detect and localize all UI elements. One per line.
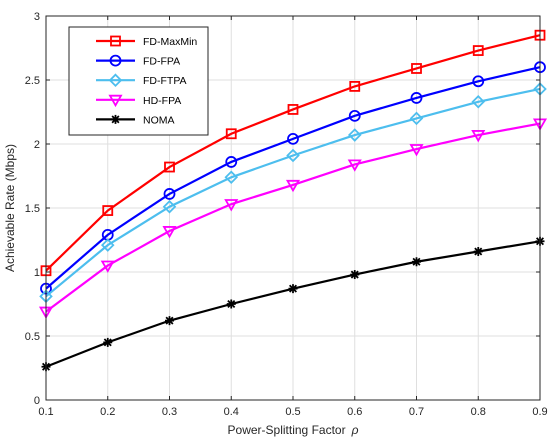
y-tick-label: 0.5	[25, 331, 40, 343]
data-point	[162, 199, 177, 214]
legend-marker	[111, 114, 120, 124]
legend-label: HD-FPA	[143, 95, 181, 107]
asterisk-stroke	[350, 270, 359, 279]
legend-item: FD-FPA	[96, 54, 180, 68]
data-point	[163, 188, 176, 200]
data-point	[103, 337, 113, 347]
data-point	[409, 111, 424, 126]
data-point	[224, 170, 239, 185]
data-point	[349, 81, 361, 92]
x-axis-label: Power-Splitting Factor ρ	[228, 423, 359, 437]
x-axis-label-symbol: ρ	[351, 423, 359, 437]
asterisk-stroke	[474, 247, 483, 256]
data-point	[100, 260, 115, 273]
series-fd-maxmin	[40, 29, 546, 277]
legend-item: FD-MaxMin	[96, 35, 197, 48]
data-point	[100, 238, 115, 252]
x-tick-label: 0.5	[285, 406, 300, 418]
asterisk-stroke	[103, 338, 112, 347]
series-line	[45, 34, 541, 272]
legend-label: FD-FTPA	[143, 75, 187, 87]
x-axis-label-text: Power-Splitting Factor	[228, 423, 346, 437]
y-tick-label: 3	[34, 11, 40, 23]
asterisk-stroke	[111, 115, 120, 124]
data-point	[472, 75, 485, 88]
asterisk-stroke	[227, 299, 236, 309]
legend-box	[68, 26, 209, 136]
data-point	[348, 109, 361, 122]
legend-item: HD-FPA	[96, 94, 181, 108]
data-point	[411, 63, 422, 74]
legend: FD-MaxMin FD-FPA FD-FTPA HD-FPA NOMA	[68, 26, 209, 136]
asterisk-stroke	[165, 316, 174, 325]
data-point	[288, 284, 298, 294]
legend-label: NOMA	[143, 114, 175, 126]
y-tick-label: 0	[34, 395, 40, 407]
data-point	[410, 92, 423, 104]
x-tick-label: 0.1	[38, 406, 53, 418]
data-point	[164, 161, 175, 173]
data-point	[102, 205, 114, 216]
y-tick-label: 2.5	[25, 75, 40, 87]
data-point	[347, 128, 362, 142]
y-tick-label: 1.5	[25, 203, 40, 215]
data-point	[473, 247, 483, 257]
x-tick-label: 0.7	[409, 406, 424, 418]
data-point	[347, 159, 362, 172]
x-tick-label: 0.9	[532, 406, 547, 418]
data-point	[226, 299, 236, 309]
legend-item: FD-FTPA	[96, 73, 187, 87]
y-tick-label: 2	[34, 139, 40, 151]
data-point	[471, 130, 486, 143]
data-point	[225, 156, 238, 168]
series-noma	[41, 236, 545, 372]
data-point	[224, 199, 239, 212]
ticks: 0.1 0.2 0.3 0.4 0.5 0.6 0.7 0.8 0.9 0 0.5 1 1.5 2 2.5 3	[25, 11, 548, 418]
x-tick-label: 0.2	[100, 406, 115, 418]
data-point	[412, 257, 421, 267]
series-line	[45, 122, 541, 313]
x-tick-label: 0.8	[471, 406, 486, 418]
data-point	[287, 104, 299, 115]
data-point	[350, 270, 360, 280]
data-point	[286, 148, 300, 163]
y-tick-label: 1	[34, 267, 40, 279]
asterisk-stroke	[412, 257, 421, 266]
series-fd-ftpa	[39, 82, 547, 304]
data-point	[162, 226, 177, 239]
x-tick-label: 0.6	[347, 406, 362, 418]
asterisk-stroke	[288, 284, 298, 293]
series-layer	[38, 29, 548, 372]
series-line	[45, 87, 541, 298]
data-point	[471, 94, 486, 109]
legend-marker	[110, 35, 121, 47]
legend-label: FD-MaxMin	[143, 36, 197, 48]
x-tick-label: 0.4	[224, 406, 239, 418]
data-point	[225, 128, 237, 140]
data-point	[472, 45, 484, 56]
legend-marker	[109, 54, 122, 67]
x-tick-label: 0.3	[162, 406, 177, 418]
legend-marker	[108, 73, 123, 87]
y-axis-label: Achievable Rate (Mbps)	[3, 144, 17, 272]
data-point	[409, 144, 424, 157]
legend-label: FD-FPA	[143, 56, 180, 68]
legend-marker	[108, 94, 123, 108]
legend-item: NOMA	[96, 114, 175, 126]
series-line	[45, 66, 541, 290]
data-point	[287, 132, 299, 145]
data-point	[165, 316, 174, 326]
data-point	[285, 179, 301, 193]
